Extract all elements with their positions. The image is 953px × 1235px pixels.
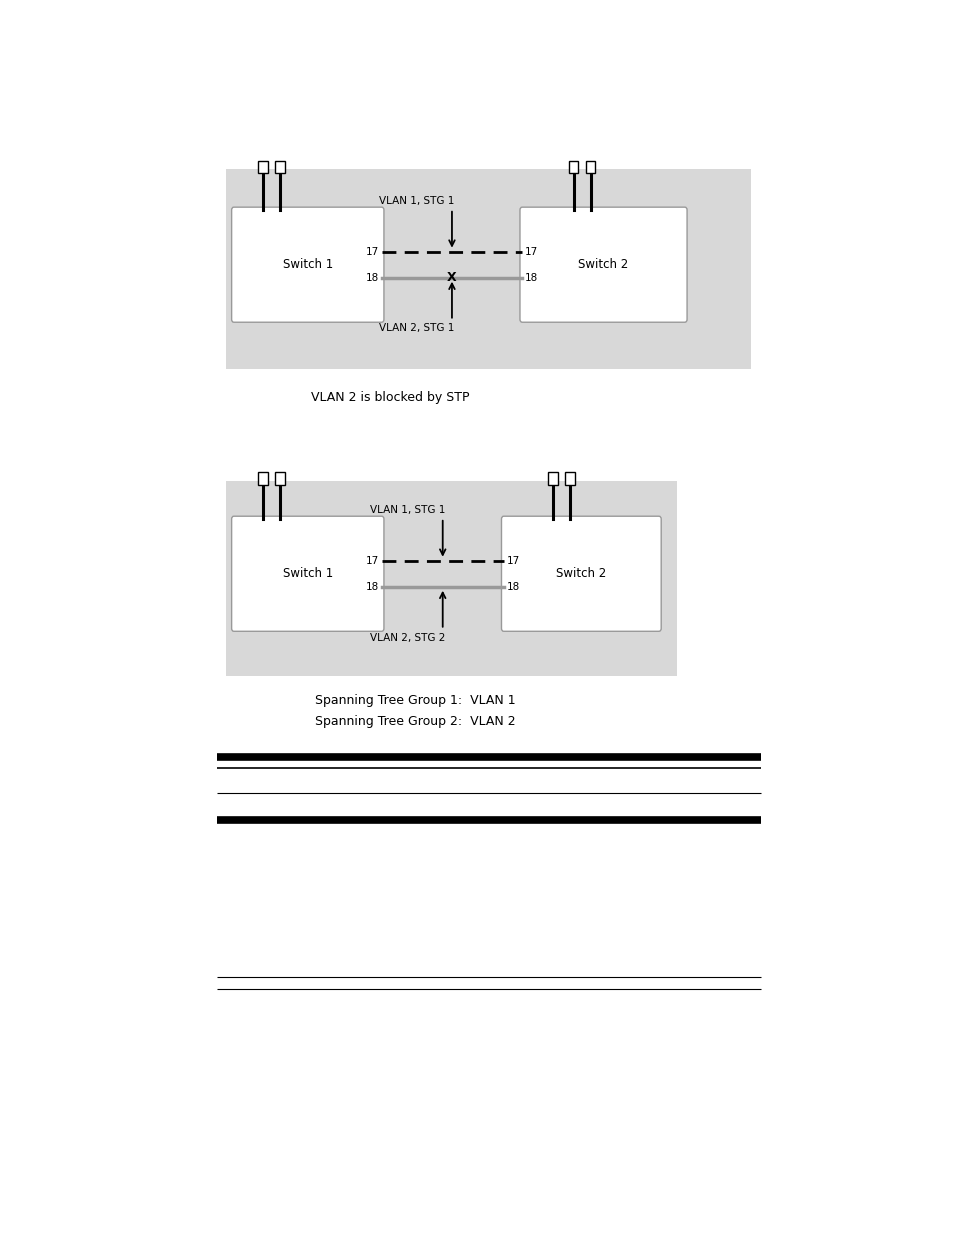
Text: VLAN 1, STG 1: VLAN 1, STG 1 xyxy=(369,505,444,515)
Text: VLAN 2, STG 2: VLAN 2, STG 2 xyxy=(369,632,444,642)
Text: 17: 17 xyxy=(524,247,537,257)
FancyBboxPatch shape xyxy=(232,207,383,322)
Bar xyxy=(226,169,751,369)
Bar xyxy=(547,473,558,485)
Bar xyxy=(275,473,285,485)
Text: 17: 17 xyxy=(506,556,519,566)
Bar xyxy=(568,161,578,173)
FancyBboxPatch shape xyxy=(232,516,383,631)
Text: 17: 17 xyxy=(365,247,378,257)
Bar xyxy=(258,161,268,173)
Text: Switch 1: Switch 1 xyxy=(282,567,333,580)
Bar xyxy=(275,161,285,173)
Bar xyxy=(226,482,677,676)
Text: VLAN 2 is blocked by STP: VLAN 2 is blocked by STP xyxy=(311,390,470,404)
Text: Spanning Tree Group 2:  VLAN 2: Spanning Tree Group 2: VLAN 2 xyxy=(314,715,516,727)
Text: 18: 18 xyxy=(365,273,378,283)
Text: VLAN 1, STG 1: VLAN 1, STG 1 xyxy=(378,196,454,206)
Text: Switch 2: Switch 2 xyxy=(578,258,628,272)
Text: 18: 18 xyxy=(524,273,537,283)
Text: Switch 1: Switch 1 xyxy=(282,258,333,272)
Bar xyxy=(585,161,595,173)
Text: 17: 17 xyxy=(365,556,378,566)
Bar xyxy=(258,473,268,485)
FancyBboxPatch shape xyxy=(519,207,686,322)
Text: Spanning Tree Group 1:  VLAN 1: Spanning Tree Group 1: VLAN 1 xyxy=(314,694,516,708)
Bar xyxy=(564,473,574,485)
Text: 18: 18 xyxy=(506,582,519,592)
Text: VLAN 2, STG 1: VLAN 2, STG 1 xyxy=(378,324,454,333)
Text: X: X xyxy=(447,272,456,284)
FancyBboxPatch shape xyxy=(501,516,660,631)
Text: 18: 18 xyxy=(365,582,378,592)
Text: Switch 2: Switch 2 xyxy=(556,567,606,580)
